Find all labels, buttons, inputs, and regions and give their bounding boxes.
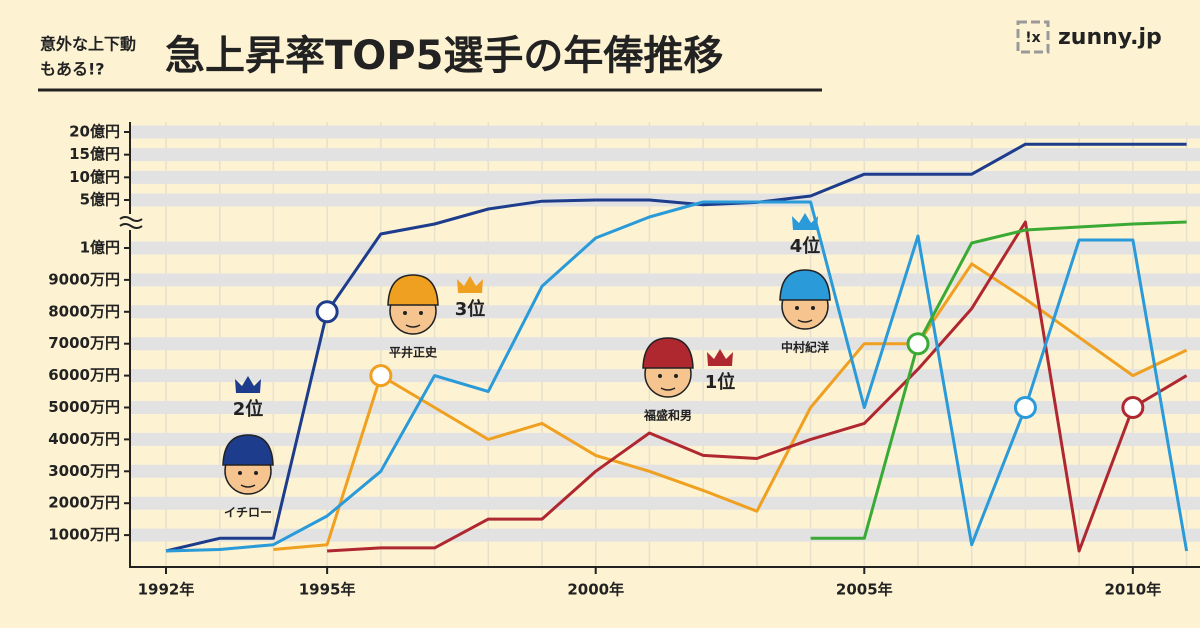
player-name: 福盛和男 [643, 408, 692, 423]
eye [674, 374, 678, 378]
axis-break [119, 214, 143, 230]
kicker: もある!? [40, 60, 105, 79]
y-tick-label: 2000万円 [48, 494, 120, 512]
player-face [222, 434, 274, 495]
y-tick-label: 6000万円 [48, 366, 120, 384]
rank-label: 3位 [455, 298, 486, 320]
series-line [273, 262, 1188, 551]
player-face [642, 337, 694, 398]
series-line [810, 220, 1187, 540]
y-tick-label: 1000万円 [48, 526, 120, 544]
svg-text:!x: !x [1025, 30, 1040, 46]
eye [419, 311, 423, 315]
crown [235, 376, 261, 393]
x-tick-label: 1992年 [138, 581, 195, 599]
crown [457, 276, 483, 293]
highlight-point [906, 332, 930, 356]
y-tick-label: 7000万円 [48, 334, 120, 352]
y-tick-label: 15億円 [69, 145, 120, 163]
logo-icon: !x [1016, 20, 1050, 54]
rank-label: 1位 [705, 371, 736, 393]
chart-title: 急上昇率TOP5選手の年俸推移 [165, 33, 723, 79]
y-tick-label: 8000万円 [48, 302, 120, 320]
player-name: イチロー [224, 506, 272, 520]
rank-label: 4位 [790, 235, 821, 257]
x-tick-label: 1995年 [299, 581, 356, 599]
series-line [165, 142, 1187, 553]
eye [811, 306, 815, 310]
highlight-point [315, 300, 339, 324]
player-name: 平井正史 [389, 345, 438, 360]
x-tick-label: 2010年 [1104, 581, 1161, 599]
y-tick-label: 20億円 [69, 123, 120, 141]
cap [387, 274, 439, 306]
crown [792, 213, 818, 230]
logo: zunny.jp [1058, 25, 1162, 50]
y-tick-label: 5億円 [80, 191, 120, 209]
y-tick-label: 3000万円 [48, 462, 120, 480]
player-face [779, 269, 831, 330]
highlight-point [1013, 396, 1037, 419]
eye [238, 471, 242, 475]
cap [642, 337, 694, 369]
plot [165, 142, 1189, 553]
highlight-point [1121, 396, 1145, 419]
eye [254, 471, 258, 475]
player-face [387, 274, 439, 335]
series-line [327, 220, 1188, 553]
eye [403, 311, 407, 315]
y-tick-label: 9000万円 [48, 270, 120, 288]
mouth [240, 484, 256, 488]
y-tick-label: 1億円 [80, 239, 120, 257]
cap [779, 269, 831, 301]
x-tick-label: 2000年 [567, 581, 624, 599]
eye [795, 306, 799, 310]
crown [707, 349, 733, 366]
eye [658, 374, 662, 378]
y-tick-label: 10億円 [69, 168, 120, 186]
cap [222, 434, 274, 466]
y-tick-label: 5000万円 [48, 398, 120, 416]
rank-label: 2位 [233, 398, 264, 420]
player-name: 中村紀洋 [781, 340, 829, 355]
x-tick-label: 2005年 [836, 581, 893, 599]
y-tick-label: 4000万円 [48, 430, 120, 448]
mouth [660, 387, 676, 391]
highlight-point [369, 364, 393, 388]
mouth [405, 324, 421, 328]
kicker: 意外な上下動 [40, 35, 136, 54]
series-line [165, 200, 1189, 553]
mouth [797, 319, 813, 323]
